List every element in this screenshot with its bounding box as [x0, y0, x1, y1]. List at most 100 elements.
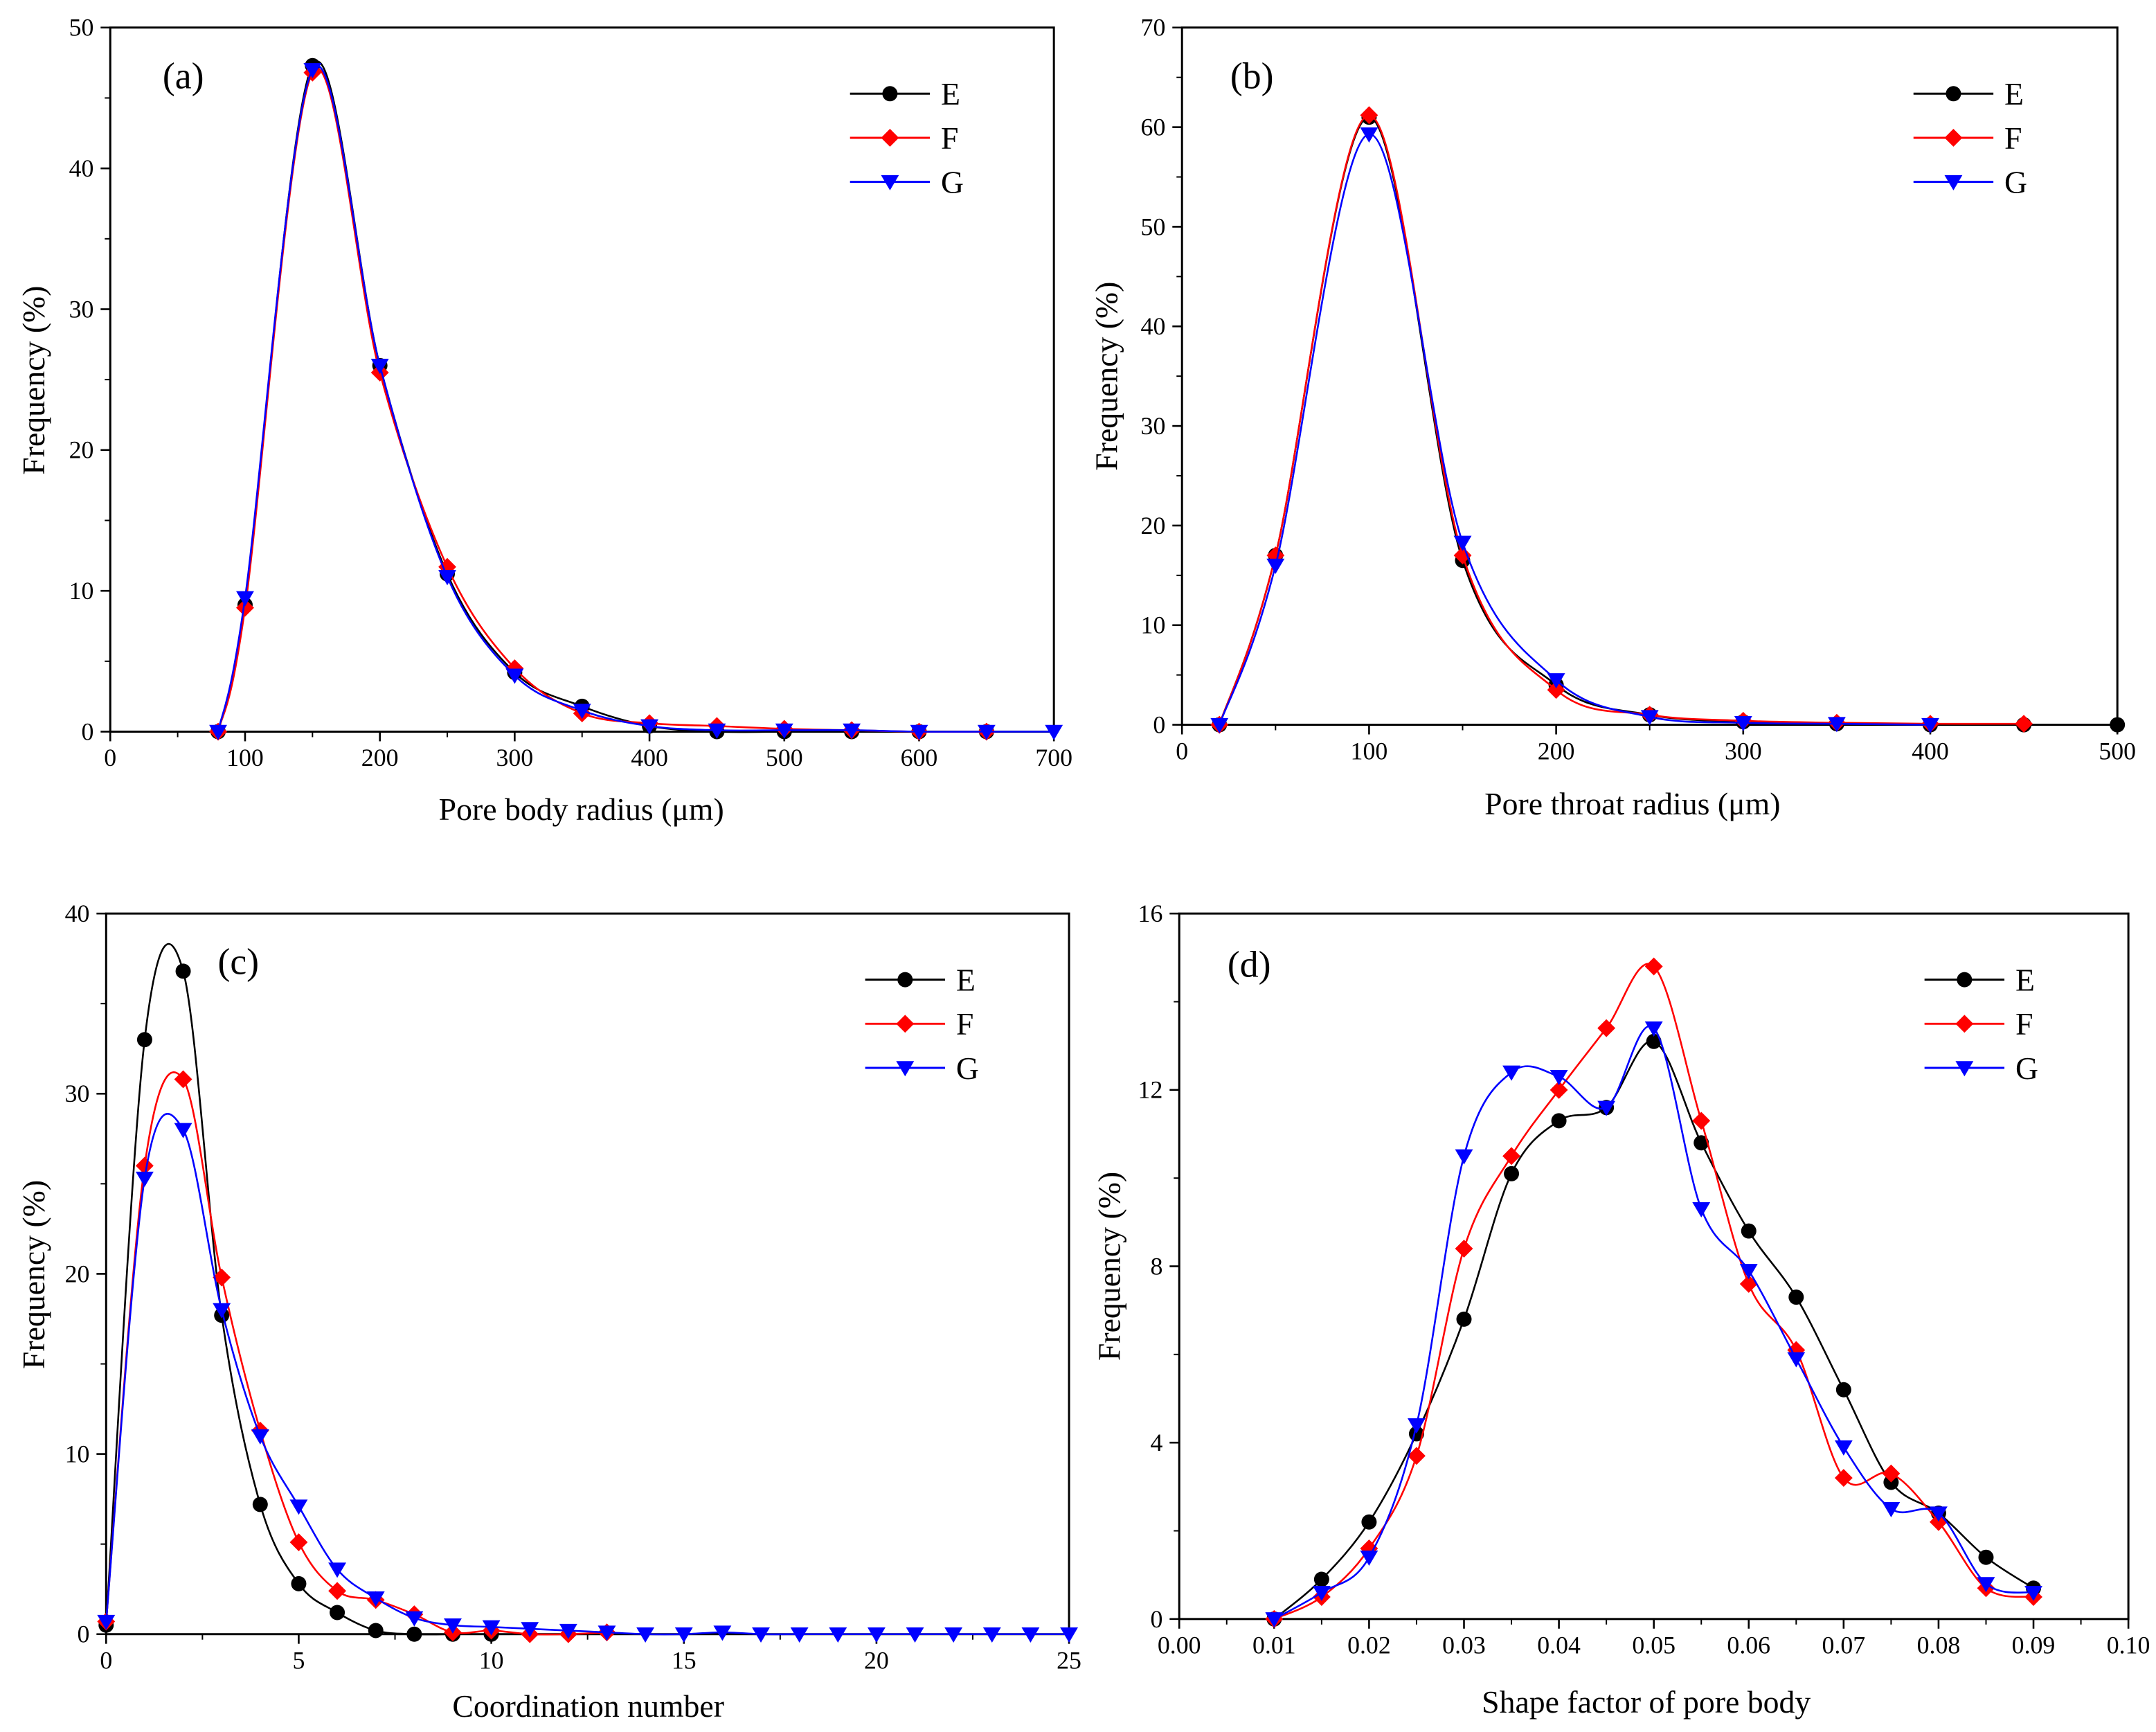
data-point-triangle	[521, 1622, 539, 1638]
series-F	[1265, 957, 2042, 1628]
x-tick-label: 0.07	[1822, 1632, 1866, 1659]
panel-d: (d) Shape factor of pore body Frequency …	[1092, 900, 2150, 1720]
data-point-circle	[1361, 1514, 1377, 1530]
plot-frame	[1180, 26, 2119, 726]
series-F	[97, 1070, 616, 1643]
x-tick-label: 300	[1725, 737, 1762, 765]
legend-item: G	[1924, 1051, 2038, 1086]
plot-frame	[105, 912, 1070, 1636]
x-axis-title: Pore body radius (μm)	[439, 792, 724, 827]
data-point-triangle	[1944, 175, 1963, 190]
legend-label: G	[2015, 1051, 2038, 1086]
data-point-triangle	[1834, 1440, 1853, 1456]
x-tick-label: 0.06	[1727, 1632, 1770, 1659]
legend-item: E	[865, 963, 976, 998]
data-point-triangle	[209, 724, 227, 740]
data-point-circle	[368, 1623, 384, 1639]
data-point-triangle	[867, 1627, 886, 1643]
data-point-triangle	[843, 723, 861, 739]
data-point-triangle	[1597, 1100, 1616, 1116]
y-tick-label: 0	[81, 717, 93, 745]
panel-c: (c) Coordination number Frequency (%) 0 5…	[16, 900, 1081, 1724]
data-point-triangle	[906, 1627, 924, 1643]
x-tick-label: 25	[1057, 1646, 1081, 1674]
x-tick-label: 0.09	[2012, 1632, 2056, 1659]
x-tick-label: 400	[1912, 737, 1949, 765]
data-point-triangle	[444, 1618, 462, 1634]
y-tick-label: 50	[1141, 213, 1166, 240]
data-point-circle	[136, 1032, 152, 1048]
series-line	[1273, 1040, 2034, 1620]
panel-b: (b) Pore throat radius (μm) Frequency (%…	[1089, 14, 2136, 821]
data-point-triangle	[1021, 1627, 1040, 1643]
x-tick-label: 100	[1351, 737, 1388, 765]
data-point-circle	[1456, 1311, 1472, 1327]
axes: 0 100 200 300 400 500 600 700 0 10 20 30 40 50	[69, 14, 1072, 772]
data-point-triangle	[752, 1627, 770, 1643]
x-tick-label: 100	[226, 744, 264, 771]
data-point-triangle	[1977, 1577, 1995, 1593]
data-point-triangle	[236, 591, 254, 607]
y-tick-label: 40	[65, 900, 90, 927]
data-point-triangle	[1045, 724, 1063, 740]
y-tick-label: 0	[1153, 711, 1165, 738]
data-point-triangle	[1312, 1585, 1331, 1601]
data-point-triangle	[1266, 558, 1285, 574]
data-point-triangle	[1644, 1021, 1663, 1037]
y-tick-label: 20	[69, 436, 94, 464]
y-tick-label: 30	[1141, 412, 1166, 440]
data-point-circle	[1788, 1289, 1804, 1305]
data-point-diamond	[1882, 1464, 1901, 1483]
data-point-circle	[291, 1575, 307, 1591]
x-tick-label: 0.05	[1632, 1632, 1676, 1659]
series-line	[105, 1113, 1070, 1636]
series-G	[1265, 1021, 2042, 1628]
data-point-diamond	[1547, 681, 1565, 699]
legend-label: E	[941, 76, 960, 111]
data-point-triangle	[910, 724, 928, 740]
y-axis-title: Frequency (%)	[1089, 282, 1124, 471]
data-point-triangle	[1360, 1551, 1378, 1566]
data-point-circle	[175, 963, 191, 979]
y-tick-label: 20	[65, 1260, 90, 1287]
data-point-triangle	[1882, 1501, 1901, 1517]
legend-item: F	[850, 120, 958, 156]
data-point-triangle	[438, 570, 456, 586]
x-tick-label: 0.02	[1347, 1632, 1391, 1659]
data-point-diamond	[236, 598, 254, 617]
plot-frame	[109, 26, 1055, 733]
data-point-triangle	[1210, 717, 1229, 733]
data-point-circle	[1694, 1135, 1709, 1151]
data-point-triangle	[1265, 1612, 1284, 1628]
data-point-circle	[1957, 972, 1973, 988]
legend-label: F	[956, 1006, 973, 1042]
legend-item: G	[1913, 165, 2027, 200]
series-G	[209, 63, 1063, 740]
data-point-triangle	[881, 175, 899, 190]
data-point-triangle	[640, 719, 659, 735]
legend-item: F	[865, 1006, 973, 1042]
series-line	[105, 1071, 607, 1636]
data-point-triangle	[1549, 1070, 1568, 1086]
data-point-triangle	[366, 1591, 385, 1607]
data-point-diamond	[1408, 1447, 1426, 1465]
data-point-triangle	[1502, 1065, 1520, 1081]
data-point-diamond	[1834, 1469, 1853, 1488]
data-point-triangle	[708, 723, 726, 739]
x-tick-label: 500	[2099, 737, 2136, 765]
axes: 0.00 0.01 0.02 0.03 0.04 0.05 0.06 0.07 0.08 0.09…	[1138, 900, 2150, 1659]
y-tick-label: 10	[69, 577, 94, 605]
x-tick-label: 0.10	[2107, 1632, 2150, 1659]
x-tick-label: 500	[766, 744, 803, 771]
legend-label: E	[956, 963, 976, 998]
data-point-triangle	[97, 1614, 116, 1630]
series-E	[1212, 109, 2126, 733]
legend: EFG	[1924, 963, 2038, 1086]
data-point-circle	[406, 1626, 422, 1642]
x-tick-label: 300	[496, 744, 534, 771]
data-point-triangle	[1455, 1149, 1473, 1165]
data-point-diamond	[1549, 1080, 1568, 1099]
x-axis-title: Pore throat radius (μm)	[1484, 786, 1780, 821]
data-point-triangle	[1739, 1264, 1758, 1280]
y-tick-label: 10	[65, 1440, 90, 1468]
